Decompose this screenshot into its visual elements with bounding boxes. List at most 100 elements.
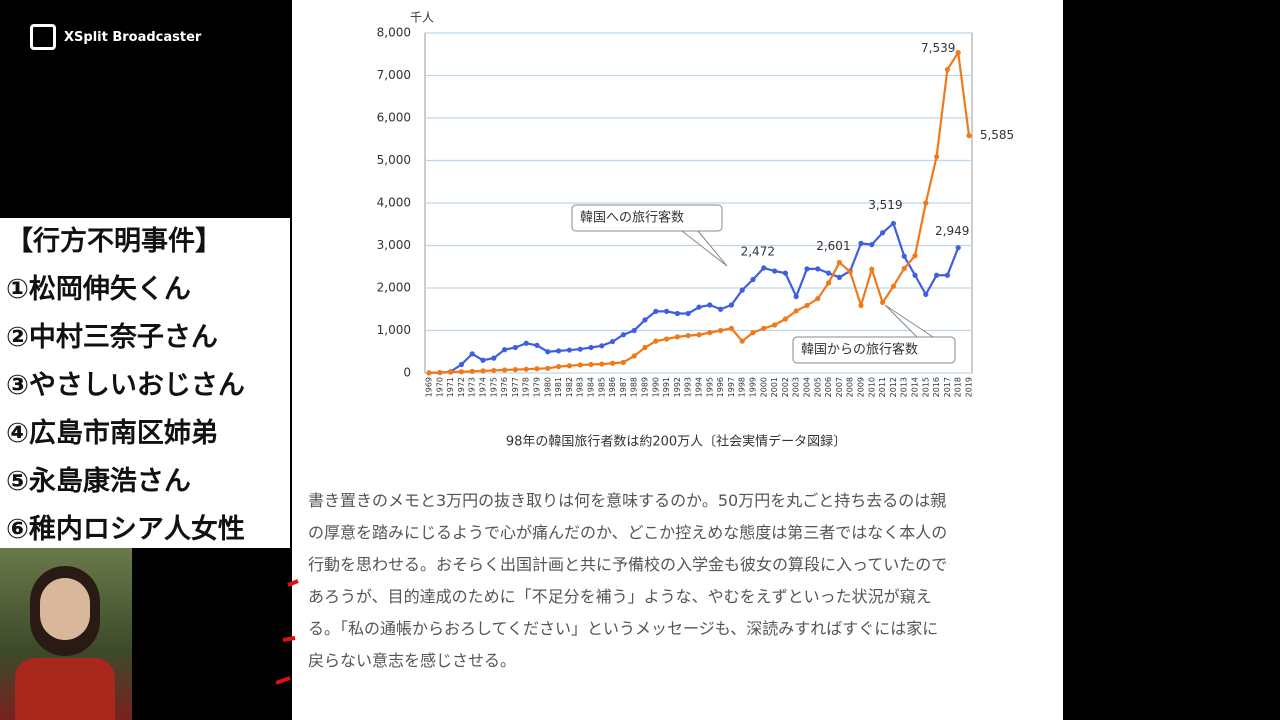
data-point (782, 270, 789, 276)
y-tick-label: 2,000 (377, 281, 411, 295)
data-point (469, 368, 475, 374)
data-point (955, 245, 961, 251)
data-point (761, 265, 767, 271)
data-point (502, 347, 508, 353)
y-tick-label: 7,000 (377, 68, 411, 82)
data-point (545, 365, 551, 371)
data-label: 5,585 (980, 128, 1014, 142)
data-point (480, 368, 486, 374)
data-point (631, 327, 637, 334)
x-tick-label: 2000 (759, 377, 768, 397)
x-tick-label: 1974 (479, 377, 488, 397)
face (40, 578, 90, 640)
x-tick-label: 1992 (673, 377, 682, 397)
data-point (534, 366, 540, 372)
data-point (772, 322, 778, 328)
callout-pointer (884, 304, 934, 338)
data-point (923, 200, 929, 206)
x-tick-label: 2018 (954, 377, 963, 397)
data-point (458, 369, 464, 375)
x-tick-label: 2012 (889, 377, 898, 397)
data-point (610, 360, 616, 366)
data-point (815, 296, 821, 302)
jacket (15, 658, 115, 720)
x-tick-label: 1988 (630, 377, 639, 397)
data-point (437, 369, 443, 376)
data-point (912, 253, 918, 259)
x-tick-label: 2014 (911, 377, 920, 397)
data-point (588, 361, 594, 368)
article-line: る。「私の通帳からおろしてください」というメッセージも、深読みすればすぐには家に (308, 619, 939, 638)
x-tick-label: 1969 (425, 377, 434, 397)
data-point (566, 363, 573, 369)
x-tick-label: 2004 (803, 377, 812, 397)
data-point (480, 357, 486, 363)
y-tick-label: 6,000 (377, 111, 411, 125)
data-point (674, 334, 681, 340)
data-point (458, 361, 464, 368)
x-tick-label: 2002 (781, 377, 790, 397)
x-tick-label: 1982 (565, 377, 574, 397)
x-tick-label: 1981 (554, 377, 563, 397)
y-axis-label: 千人 (410, 11, 434, 25)
article-line: の厚意を踏みにじるようで心が痛んだのか、どこか控えめな態度は第三者ではなく本人の (308, 523, 948, 542)
data-point (718, 306, 724, 312)
article-line: 行動を思わせる。おそらく出国計画と共に予備校の入学金も彼女の算段に入っていたので (308, 555, 948, 574)
data-point (944, 66, 951, 73)
x-tick-label: 2003 (792, 377, 801, 397)
x-tick-label: 2013 (900, 377, 909, 397)
data-point (847, 269, 853, 275)
article: 書き置きのメモと3万円の抜き取りは何を意味するのか。50万円を丸ごと持ち去るのは… (308, 485, 947, 677)
x-tick-label: 1980 (543, 377, 552, 397)
data-point (804, 302, 810, 309)
x-tick-label: 1986 (608, 377, 617, 397)
callout-box (792, 336, 956, 364)
y-tick-label: 1,000 (377, 323, 411, 337)
x-tick-label: 2007 (835, 377, 844, 397)
x-tick-label: 1978 (522, 377, 531, 397)
data-point (685, 333, 691, 339)
data-point (836, 274, 843, 280)
data-point (728, 302, 735, 308)
x-tick-label: 1997 (727, 377, 736, 397)
data-point (653, 338, 659, 344)
data-point (923, 291, 929, 297)
data-point (901, 253, 907, 259)
x-tick-label: 2008 (846, 377, 855, 397)
x-tick-label: 1999 (749, 377, 758, 397)
data-point (620, 359, 627, 365)
data-label: 2,472 (741, 244, 775, 258)
y-tick-label: 4,000 (377, 196, 411, 210)
data-point (631, 353, 637, 359)
data-point (944, 272, 951, 278)
data-point (728, 325, 735, 331)
data-point (674, 310, 681, 317)
data-point (556, 348, 562, 354)
data-point (782, 316, 789, 322)
data-point (491, 367, 497, 374)
data-point (512, 367, 519, 373)
data-point (523, 340, 529, 346)
data-point (804, 266, 810, 272)
data-point (761, 325, 767, 331)
x-tick-label: 1994 (695, 377, 704, 397)
app-name: XSplit Broadcaster (64, 29, 202, 45)
data-point (653, 308, 659, 314)
data-point (664, 308, 670, 314)
data-point (566, 347, 573, 353)
data-point (718, 327, 724, 334)
data-point (890, 220, 897, 227)
x-tick-label: 1979 (533, 377, 542, 397)
x-tick-label: 1995 (705, 377, 714, 397)
data-point (642, 317, 648, 323)
data-point (556, 364, 562, 370)
sidebar-item: ①松岡伸矢くん (6, 274, 191, 305)
sidebar-item: ②中村三奈子さん (6, 322, 218, 353)
data-point (469, 351, 475, 357)
data-point (491, 355, 497, 361)
x-tick-label: 2019 (965, 377, 974, 397)
x-tick-label: 1983 (576, 377, 585, 397)
data-point (685, 310, 691, 317)
data-point (534, 342, 540, 348)
